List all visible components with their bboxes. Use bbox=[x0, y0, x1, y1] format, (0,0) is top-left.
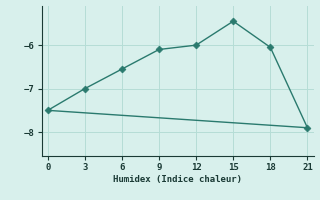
X-axis label: Humidex (Indice chaleur): Humidex (Indice chaleur) bbox=[113, 175, 242, 184]
